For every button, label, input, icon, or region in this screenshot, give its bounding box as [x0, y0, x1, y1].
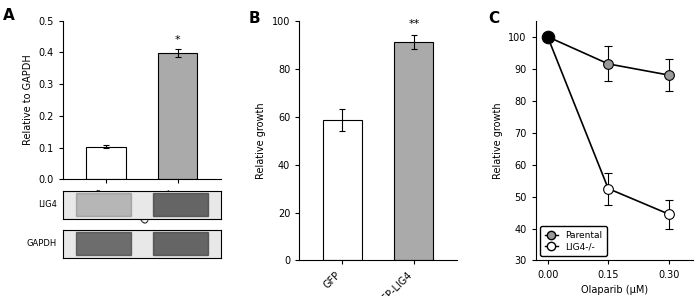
- Text: C: C: [489, 11, 499, 26]
- Bar: [153, 232, 208, 255]
- Bar: [153, 193, 208, 216]
- Y-axis label: Relative growth: Relative growth: [256, 102, 266, 179]
- Text: LIG4: LIG4: [38, 200, 57, 209]
- Y-axis label: Relative growth: Relative growth: [493, 102, 503, 179]
- Text: B: B: [249, 11, 260, 26]
- Legend: Parental, LIG4-/-: Parental, LIG4-/-: [540, 226, 607, 256]
- Bar: [76, 193, 131, 216]
- Bar: [323, 120, 362, 260]
- Text: *: *: [175, 36, 181, 46]
- X-axis label: Olaparib (μM): Olaparib (μM): [581, 285, 648, 295]
- Bar: [158, 53, 197, 179]
- Text: GAPDH: GAPDH: [27, 239, 57, 248]
- Bar: [86, 147, 125, 179]
- Text: **: **: [408, 19, 419, 29]
- Bar: [394, 42, 433, 260]
- Y-axis label: Relative to GAPDH: Relative to GAPDH: [23, 54, 33, 145]
- Bar: [76, 232, 131, 255]
- Text: A: A: [3, 8, 15, 23]
